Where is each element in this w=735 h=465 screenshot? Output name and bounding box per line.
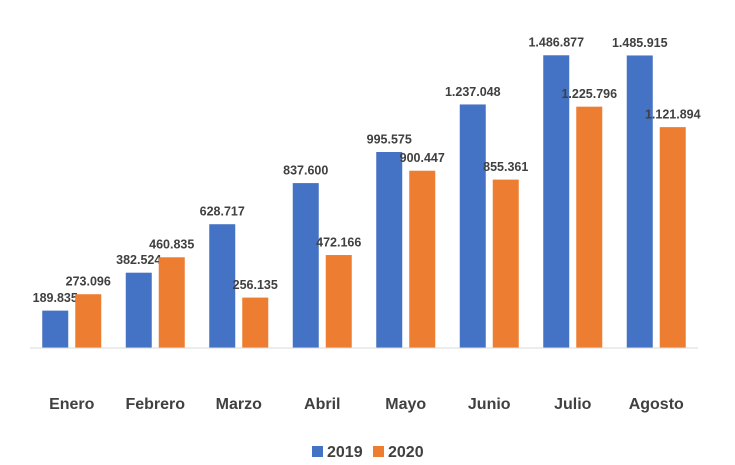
bar <box>42 310 69 348</box>
value-label: 1.486.877 <box>528 36 584 50</box>
legend-label: 2020 <box>388 444 424 461</box>
x-tick-label: Febrero <box>125 396 185 413</box>
value-label: 837.600 <box>283 163 328 177</box>
x-tick-label: Julio <box>554 396 592 413</box>
value-label: 1.121.894 <box>645 107 701 121</box>
bar <box>492 179 519 348</box>
bar <box>626 55 653 349</box>
value-label: 256.135 <box>233 278 278 292</box>
value-label: 472.166 <box>316 235 361 249</box>
x-tick-label: Mayo <box>385 396 426 413</box>
bar <box>543 55 570 349</box>
value-label: 189.835 <box>33 291 78 305</box>
legend-label: 2019 <box>327 444 363 461</box>
bar <box>158 257 185 348</box>
x-tick-label: Junio <box>468 396 511 413</box>
x-tick-label: Abril <box>304 396 340 413</box>
bar <box>459 104 486 348</box>
bar <box>75 294 102 348</box>
x-tick-label: Enero <box>49 396 95 413</box>
value-label: 460.835 <box>149 238 194 252</box>
bar <box>376 151 403 348</box>
value-label: 855.361 <box>483 160 528 174</box>
bar <box>409 170 436 348</box>
bar <box>209 224 236 348</box>
value-label: 1.225.796 <box>561 87 617 101</box>
bar <box>325 255 352 348</box>
bar <box>659 127 686 348</box>
value-label: 1.237.048 <box>445 85 501 99</box>
legend-swatch <box>312 446 323 457</box>
value-label: 900.447 <box>400 151 445 165</box>
value-label: 1.485.915 <box>612 36 668 50</box>
bar <box>576 106 603 348</box>
value-label: 382.524 <box>116 253 161 267</box>
bar <box>125 272 152 348</box>
bar <box>242 297 269 348</box>
value-label: 628.717 <box>200 205 245 219</box>
value-label: 273.096 <box>66 275 111 289</box>
bar <box>292 183 319 348</box>
legend-swatch <box>373 446 384 457</box>
value-label: 995.575 <box>367 132 412 146</box>
x-tick-label: Marzo <box>216 396 262 413</box>
x-tick-label: Agosto <box>629 396 684 413</box>
